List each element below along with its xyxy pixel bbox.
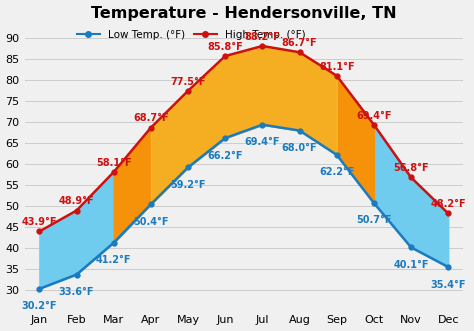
- Low Temp. (°F): [408, 245, 414, 249]
- High Temp. (°F): [371, 123, 377, 127]
- High Temp. (°F): [185, 89, 191, 93]
- Text: 41.2°F: 41.2°F: [96, 255, 131, 265]
- Title: Temperature - Hendersonville, TN: Temperature - Hendersonville, TN: [91, 6, 397, 21]
- High Temp. (°F): [36, 229, 42, 233]
- High Temp. (°F): [74, 209, 80, 213]
- Line: High Temp. (°F): High Temp. (°F): [37, 44, 451, 234]
- Text: 40.1°F: 40.1°F: [393, 260, 429, 270]
- Text: 69.4°F: 69.4°F: [356, 111, 392, 120]
- Text: 68.7°F: 68.7°F: [133, 114, 169, 123]
- Low Temp. (°F): [334, 153, 339, 157]
- Low Temp. (°F): [36, 287, 42, 291]
- Low Temp. (°F): [260, 123, 265, 127]
- High Temp. (°F): [222, 54, 228, 58]
- High Temp. (°F): [148, 126, 154, 130]
- Text: 58.1°F: 58.1°F: [96, 158, 132, 168]
- Text: 69.4°F: 69.4°F: [245, 137, 280, 147]
- Text: 68.0°F: 68.0°F: [282, 143, 318, 153]
- Legend: Low Temp. (°F), High Temp. (°F): Low Temp. (°F), High Temp. (°F): [73, 25, 310, 44]
- Low Temp. (°F): [148, 202, 154, 206]
- Low Temp. (°F): [446, 265, 451, 269]
- Text: 50.7°F: 50.7°F: [356, 215, 392, 225]
- Low Temp. (°F): [74, 273, 80, 277]
- Text: 48.9°F: 48.9°F: [59, 196, 94, 206]
- High Temp. (°F): [260, 44, 265, 48]
- Text: 77.5°F: 77.5°F: [170, 76, 206, 87]
- Text: 86.7°F: 86.7°F: [282, 38, 318, 48]
- Text: 59.2°F: 59.2°F: [170, 180, 206, 190]
- Low Temp. (°F): [222, 136, 228, 140]
- Text: 85.8°F: 85.8°F: [207, 42, 243, 52]
- High Temp. (°F): [334, 74, 339, 78]
- Text: 33.6°F: 33.6°F: [59, 287, 94, 297]
- Low Temp. (°F): [185, 166, 191, 169]
- Text: 88.2°F: 88.2°F: [245, 32, 280, 42]
- Text: 66.2°F: 66.2°F: [208, 151, 243, 161]
- Text: 81.1°F: 81.1°F: [319, 62, 355, 71]
- Text: 30.2°F: 30.2°F: [22, 301, 57, 311]
- Text: 62.2°F: 62.2°F: [319, 167, 355, 177]
- Text: 48.2°F: 48.2°F: [430, 199, 466, 209]
- High Temp. (°F): [111, 170, 117, 174]
- Text: 43.9°F: 43.9°F: [22, 217, 57, 227]
- Low Temp. (°F): [111, 241, 117, 245]
- Low Temp. (°F): [371, 201, 377, 205]
- Low Temp. (°F): [297, 128, 302, 132]
- Text: 56.8°F: 56.8°F: [393, 163, 429, 173]
- Text: 35.4°F: 35.4°F: [430, 280, 466, 290]
- Text: 50.4°F: 50.4°F: [133, 217, 169, 227]
- High Temp. (°F): [408, 175, 414, 179]
- High Temp. (°F): [446, 212, 451, 215]
- High Temp. (°F): [297, 50, 302, 54]
- Line: Low Temp. (°F): Low Temp. (°F): [37, 122, 451, 291]
